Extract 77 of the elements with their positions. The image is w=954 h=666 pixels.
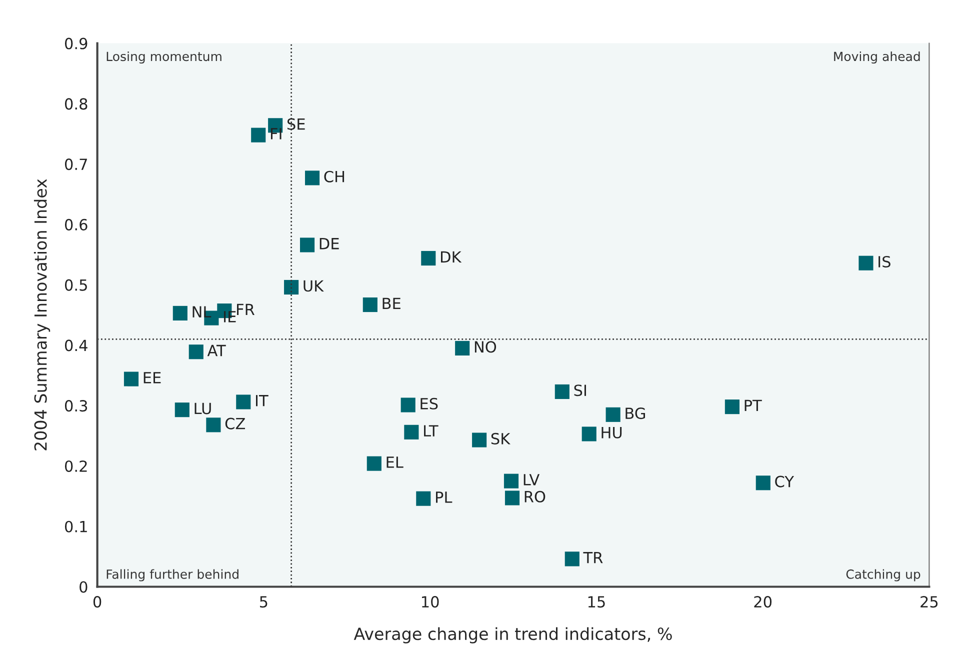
series-label: PL	[436, 492, 452, 503]
series-label: BE	[382, 298, 400, 309]
x-tick-label: 10	[422, 596, 439, 608]
y-tick-label: 0.6	[64, 218, 88, 230]
annotation: Catching up	[846, 569, 920, 582]
point	[416, 491, 431, 506]
point	[366, 456, 382, 471]
series-label: EL	[386, 456, 404, 468]
point	[236, 394, 251, 410]
point	[284, 280, 299, 295]
point	[564, 552, 580, 566]
series-label: PT	[744, 400, 762, 412]
y-tick-label: 0.1	[64, 520, 87, 532]
point	[472, 432, 487, 448]
x-tick-label: 25	[920, 596, 938, 608]
y-tick-label: 0.4	[64, 340, 88, 352]
y-tick-label: 0.3	[64, 400, 88, 412]
point	[304, 170, 320, 186]
x-tick-label: 5	[260, 596, 268, 608]
point	[858, 256, 874, 270]
series-label: SK	[491, 432, 510, 444]
annotation: Losing momentum	[106, 51, 222, 64]
point	[174, 402, 190, 418]
y-tick-label: 0.9	[64, 38, 88, 50]
point	[188, 344, 204, 360]
point	[251, 128, 266, 142]
series-label: DE	[320, 238, 339, 250]
point	[124, 372, 139, 386]
series-label: AT	[207, 344, 226, 356]
series-label: UK	[304, 280, 324, 292]
y-tick-label: 0.5	[64, 279, 87, 291]
series-label: SE	[287, 118, 305, 130]
series-label: RO	[524, 490, 546, 502]
y-tick-label: 0.7	[64, 158, 87, 170]
point	[504, 490, 520, 506]
series-label: NO	[474, 341, 496, 353]
point	[554, 384, 570, 399]
x-tick-label: 0	[93, 596, 102, 608]
series-label: TR	[583, 552, 603, 564]
y-tick-label: 0	[80, 581, 88, 593]
point	[300, 238, 315, 252]
series-label: DK	[441, 251, 462, 262]
series-label: CH	[324, 170, 344, 182]
series-label: IS	[878, 256, 890, 268]
series-label: NL	[192, 306, 212, 318]
point	[582, 426, 596, 442]
series-label: IT	[256, 395, 268, 406]
point	[421, 250, 436, 266]
annotation: Falling further behind	[106, 569, 238, 582]
annotation: Moving ahead	[834, 51, 920, 64]
point	[400, 398, 416, 412]
point	[404, 424, 419, 440]
series-label: FR	[237, 304, 254, 316]
series-label: LT	[424, 425, 438, 436]
series-label: CY	[775, 476, 794, 488]
point	[455, 340, 470, 356]
x-tick-label: 20	[754, 596, 772, 608]
series-label: CZ	[225, 418, 245, 430]
series-label: ES	[420, 398, 438, 410]
series-label: SI	[574, 384, 586, 396]
point	[206, 418, 221, 432]
y-tick-label: 0.8	[64, 98, 88, 110]
series-label: BG	[626, 408, 645, 420]
point	[606, 407, 620, 422]
point	[504, 474, 519, 488]
point	[172, 306, 188, 320]
x-axis-title: Average change in trend indicators, %	[354, 627, 672, 644]
y-tick-label: 0.2	[64, 460, 87, 472]
point	[756, 476, 770, 490]
point	[362, 297, 378, 312]
series-label: HU	[602, 427, 622, 438]
x-tick-label: 15	[588, 596, 605, 608]
series-label: EE	[144, 372, 161, 384]
series-label: LV	[524, 474, 540, 486]
series-label: LU	[194, 402, 211, 414]
y-axis-title: 2004 Summary Innovation Index	[34, 179, 50, 450]
point	[724, 400, 740, 414]
